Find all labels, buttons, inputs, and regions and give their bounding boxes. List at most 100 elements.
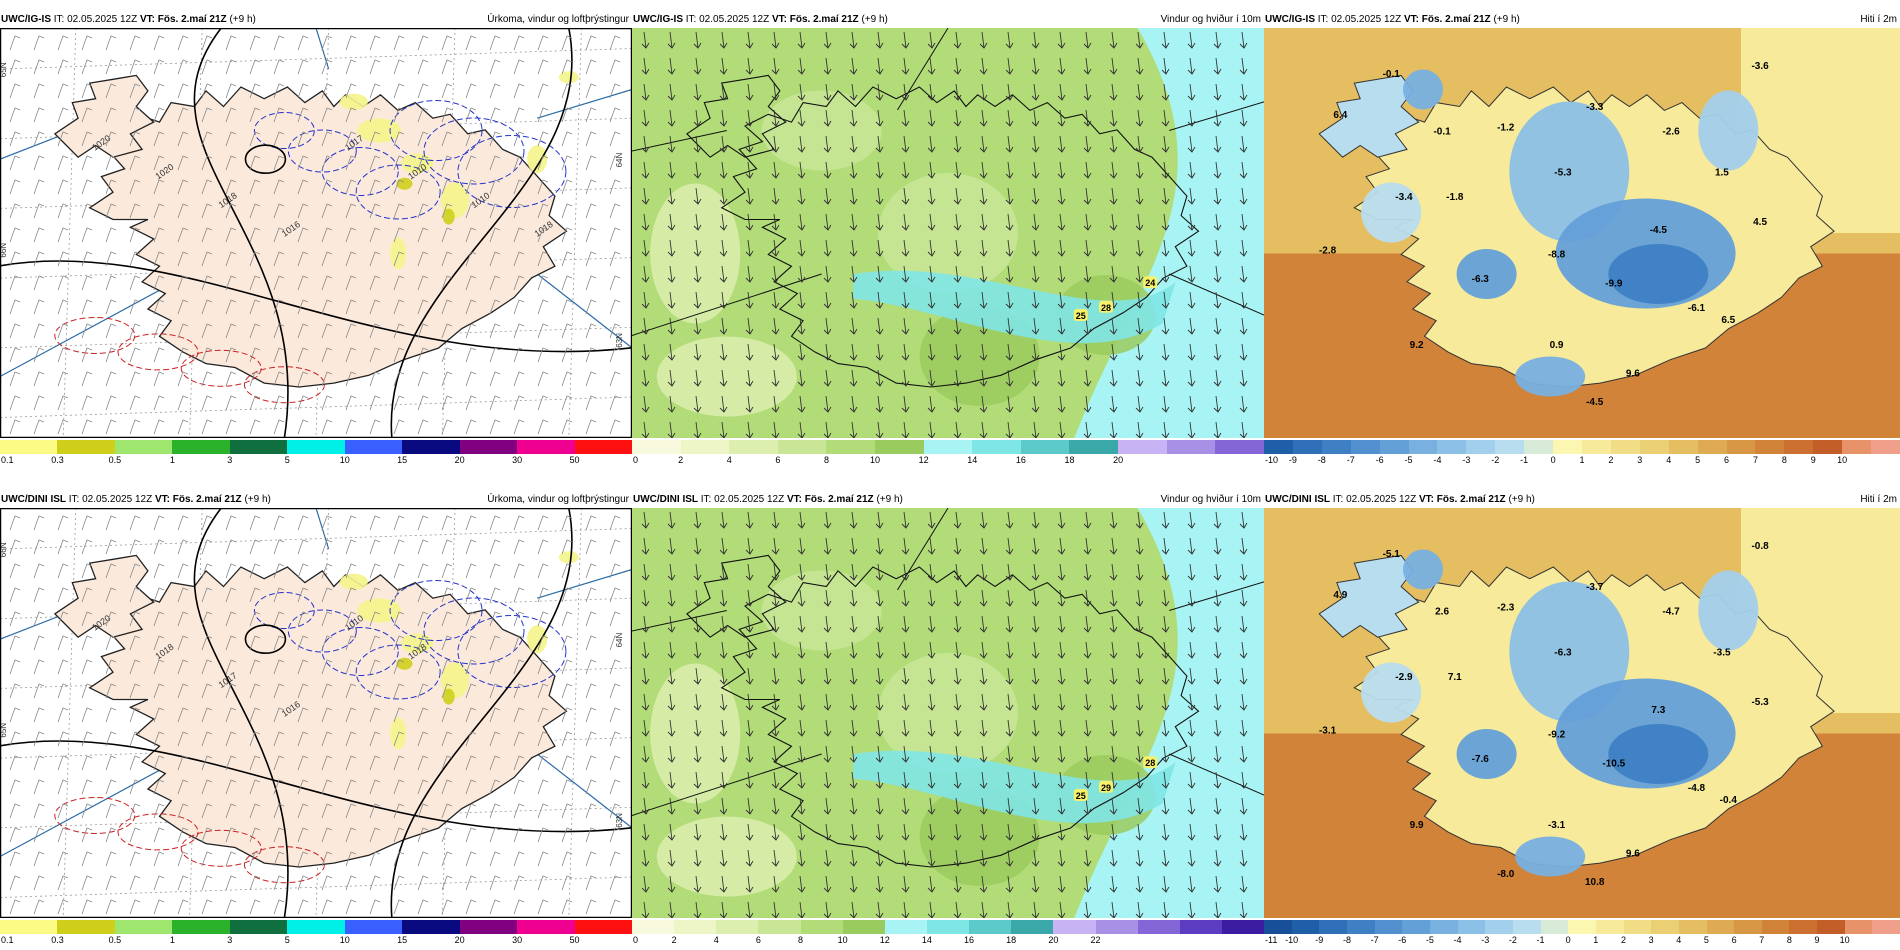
wind-arrow: [875, 31, 884, 49]
colorbar-swatch: [826, 440, 876, 454]
wind-barb: [537, 899, 549, 915]
wind-barb: [225, 731, 237, 747]
colorbar-swatch: [1706, 920, 1735, 934]
wind-arrow: [953, 771, 962, 789]
wind-arrow: [1161, 771, 1170, 789]
wind-barb: [441, 755, 453, 771]
wind-barb: [153, 323, 165, 339]
wind-arrow: [771, 317, 780, 335]
wind-barb: [585, 899, 597, 915]
wind-barb: [537, 635, 549, 651]
wind-barb: [441, 323, 453, 339]
wind-arrow: [1187, 317, 1196, 335]
precip-area: [339, 573, 368, 590]
wind-barb: [57, 371, 69, 387]
wind-arrow: [719, 511, 728, 529]
gust-value: 29: [1101, 783, 1111, 793]
wind-barb: [201, 107, 213, 123]
wind-barb: [489, 107, 501, 123]
wind-barb: [345, 899, 357, 915]
valid-time: Fös. 2.maí 21Z: [804, 494, 874, 505]
wind-arrow: [1031, 823, 1040, 841]
wind-barb: [249, 611, 261, 627]
colorbar-swatch: [842, 920, 885, 934]
wind-arrow: [823, 31, 832, 49]
map-area[interactable]: -0.8 4.9 -5.1 -2.3 -3.7 2.6 -4.7 -6.3 -3.5 -2.9 7.…: [1264, 508, 1900, 918]
wind-arrow: [667, 57, 676, 75]
colorbar-label: 4: [1676, 935, 1682, 945]
colorbar-label: 8: [823, 455, 829, 465]
wind-arrow: [1057, 745, 1066, 763]
temperature-value: 9.6: [1626, 369, 1640, 380]
map-area[interactable]: -3.6 6.4 -0.1 -1.2 -3.3 -0.1 -2.6 -5.3 1.5 -3.4 -1…: [1264, 28, 1900, 438]
graticule-label: 64N: [615, 633, 624, 648]
colorbar-label: 20: [454, 935, 465, 945]
wind-barb: [585, 371, 597, 387]
wind-barb: [81, 299, 93, 315]
colorbar-swatch: [402, 920, 460, 934]
wind-arrow: [1135, 641, 1144, 659]
wind-arrow: [979, 109, 988, 127]
wind-arrow: [667, 239, 676, 257]
wind-arrow: [771, 291, 780, 309]
wind-barb: [489, 587, 501, 603]
wind-barb: [609, 131, 621, 147]
wind-barb: [153, 683, 165, 699]
wind-arrow: [901, 667, 910, 685]
precip-area: [527, 145, 548, 174]
map-area[interactable]: 24 28 25: [632, 28, 1264, 438]
colorbar-label: 1: [169, 455, 175, 465]
wind-arrow: [797, 187, 806, 205]
temperature-contour: [423, 117, 525, 185]
wind-barb: [585, 755, 597, 771]
wind-barb: [105, 683, 117, 699]
wind-arrow: [797, 265, 806, 283]
map-area[interactable]: 1020 1018 1017 1016 1010 1018 66N 64N 65N 63N: [0, 508, 632, 918]
colorbar-swatch: [1813, 440, 1843, 454]
wind-arrow: [1213, 187, 1222, 205]
wind-arrow: [1187, 875, 1196, 893]
map-area[interactable]: 1020 1020 1018 1016 1017 1010 1010 1018 65N 64N 66…: [0, 28, 632, 438]
map-area[interactable]: 28 29 25: [632, 508, 1264, 918]
wind-barb: [561, 275, 573, 291]
wind-barb: [465, 827, 477, 843]
wind-arrow: [1057, 421, 1066, 438]
wind-arrow: [1161, 213, 1170, 231]
wind-arrow: [771, 135, 780, 153]
wind-arrow: [667, 849, 676, 867]
wind-arrow: [979, 213, 988, 231]
wind-barb: [561, 155, 573, 171]
wind-arrow: [1135, 369, 1144, 387]
temperature-value: 1.5: [1715, 168, 1729, 179]
wind-arrow: [693, 875, 702, 893]
wind-arrow: [927, 901, 936, 918]
wind-barb: [129, 779, 141, 795]
wind-barb: [177, 299, 189, 315]
wind-arrow: [1213, 369, 1222, 387]
gust-label: 24: [1143, 276, 1158, 289]
wind-arrow: [1057, 615, 1066, 633]
wind-barb: [321, 731, 333, 747]
colorbar-label: 12: [918, 455, 929, 465]
wind-barb: [201, 563, 213, 579]
wind-arrow: [1083, 537, 1092, 555]
wind-arrow: [1031, 563, 1040, 581]
wind-arrow: [693, 745, 702, 763]
wind-barb: [465, 683, 477, 699]
wind-barb: [561, 587, 573, 603]
colorbar-label: -8: [1342, 935, 1351, 945]
wind-arrow: [901, 135, 910, 153]
wind-barb: [537, 851, 549, 867]
wind-barb: [489, 731, 501, 747]
wind-barb: [9, 635, 21, 651]
wind-arrow: [1239, 615, 1248, 633]
wind-barb: [57, 899, 69, 915]
wind-barb: [297, 299, 309, 315]
wind-arrow: [1083, 641, 1092, 659]
wind-barb: [561, 539, 573, 555]
wind-barb: [105, 755, 117, 771]
wind-arrow: [745, 901, 754, 918]
panel-header: UWC/DINI ISL IT: 02.05.2025 12Z VT: Fös.…: [632, 492, 1264, 508]
wind-arrow: [1187, 901, 1196, 918]
temperature-contour: [287, 609, 357, 653]
